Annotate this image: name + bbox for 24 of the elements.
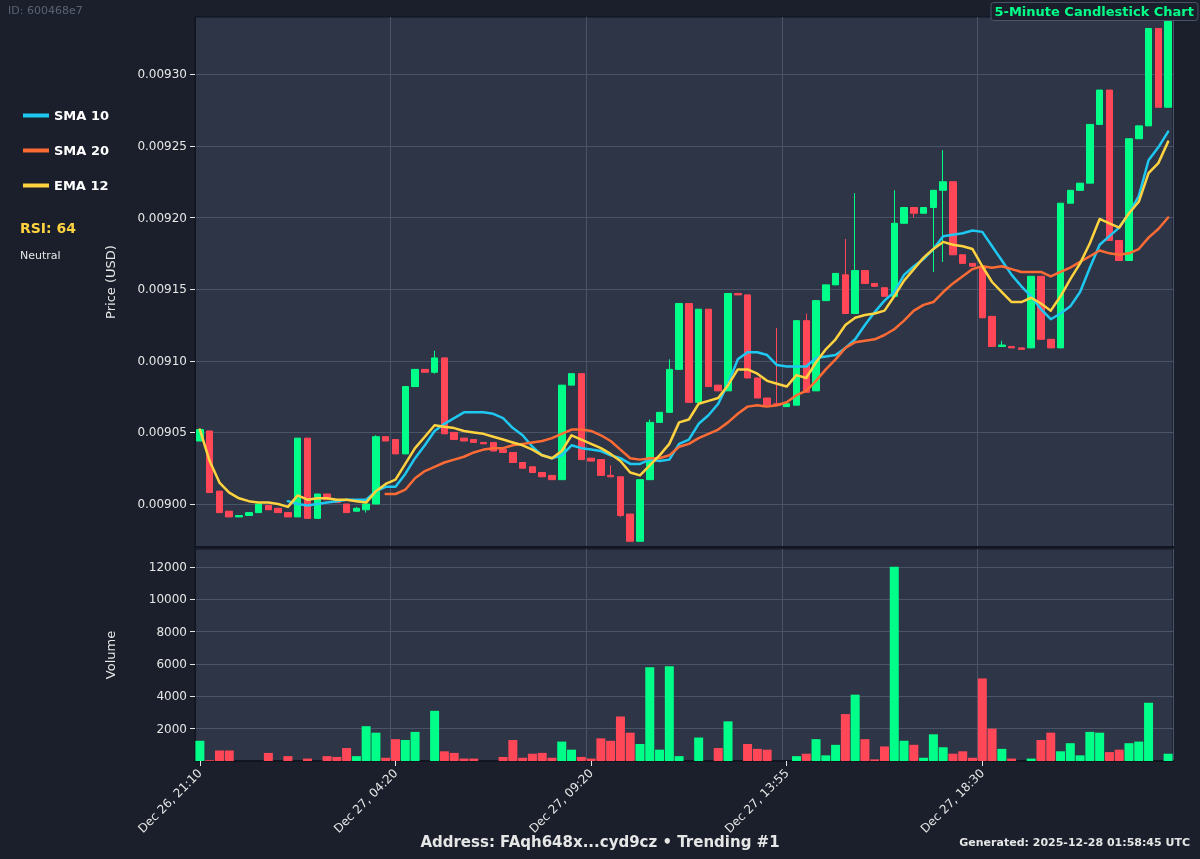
y-tick-label: 2000 (156, 721, 187, 736)
y-tick-label: 4000 (156, 689, 187, 704)
y-tick-label: 0.00925 (137, 138, 187, 153)
y-tick-label: 0.00930 (137, 67, 187, 82)
y-tick-label: 10000 (148, 592, 187, 607)
y-tick-label: 0.00920 (137, 210, 187, 225)
text: Address: FAqh648x...cyd9cz • Trending #1 (420, 832, 780, 851)
legend-label: SMA 20 (54, 143, 109, 158)
y-tick-label: 0.00910 (137, 353, 187, 368)
y-tick-label: 12000 (148, 559, 187, 574)
text: Neutral (20, 249, 61, 262)
y-tick-label: 0.00905 (137, 425, 187, 440)
chart-title: 5-Minute Candlestick Chart (994, 4, 1195, 19)
y-axis-title: Volume (103, 630, 118, 680)
legend-label: SMA 10 (54, 108, 109, 123)
y-tick-label: 6000 (156, 656, 187, 671)
y-tick-label: 0.00900 (137, 497, 187, 512)
y-axis-title: Price (USD) (103, 245, 118, 319)
text: Generated: 2025-12-28 01:58:45 UTC (959, 836, 1190, 849)
y-tick-label: 0.00915 (137, 282, 187, 297)
text: RSI: 64 (20, 220, 77, 236)
text: ID: 600468e7 (8, 4, 83, 17)
y-tick-label: 8000 (156, 624, 187, 639)
legend-label: EMA 12 (54, 178, 109, 193)
